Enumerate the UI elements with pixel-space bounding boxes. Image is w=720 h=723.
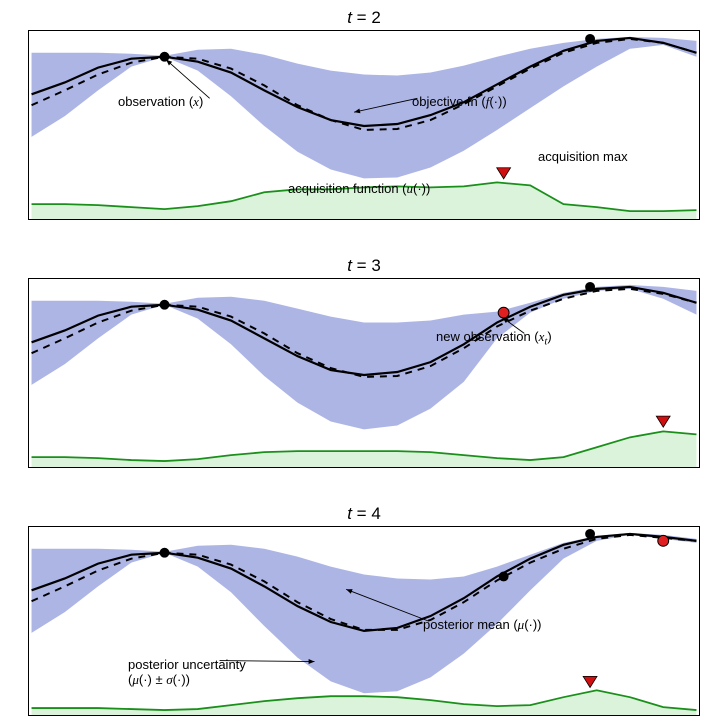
panel-title-t4: t = 4 [28, 502, 700, 526]
label-acqfn: acquisition function (u(·)) [288, 181, 430, 197]
observation-point [499, 572, 509, 582]
acquisition-fill [32, 431, 697, 467]
observation-point [585, 282, 595, 292]
chart-t3 [28, 278, 700, 468]
observation-point [585, 34, 595, 44]
acquisition-fill [32, 690, 697, 715]
label-acqmax: acquisition max [538, 149, 628, 164]
new-observation-point [658, 535, 669, 546]
panel-t3: t = 3 new observation (xt) [28, 254, 700, 468]
acquisition-max-icon [583, 676, 597, 687]
label-newobs: new observation (xt) [436, 329, 552, 348]
observation-point [585, 529, 595, 539]
observation-point [160, 52, 170, 62]
acquisition-max-icon [656, 416, 670, 427]
label-obs: observation (x) [118, 94, 203, 110]
panel-title-t2: t = 2 [28, 6, 700, 30]
observation-point [160, 300, 170, 310]
label-pmean: posterior mean (μ(·)) [423, 617, 542, 633]
observation-point [160, 548, 170, 558]
panel-title-t3: t = 3 [28, 254, 700, 278]
label-objfn: objective fn (f(·)) [412, 94, 507, 110]
label-punc: posterior uncertainty(μ(·) ± σ(·)) [128, 657, 246, 688]
new-observation-point [498, 307, 509, 318]
panel-t2: t = 2 observation (x) objective fn (f(·)) a… [28, 6, 700, 220]
acquisition-max-icon [497, 168, 511, 179]
panel-t4: t = 4 posterior mean (μ(·)) posterior unce… [28, 502, 700, 716]
